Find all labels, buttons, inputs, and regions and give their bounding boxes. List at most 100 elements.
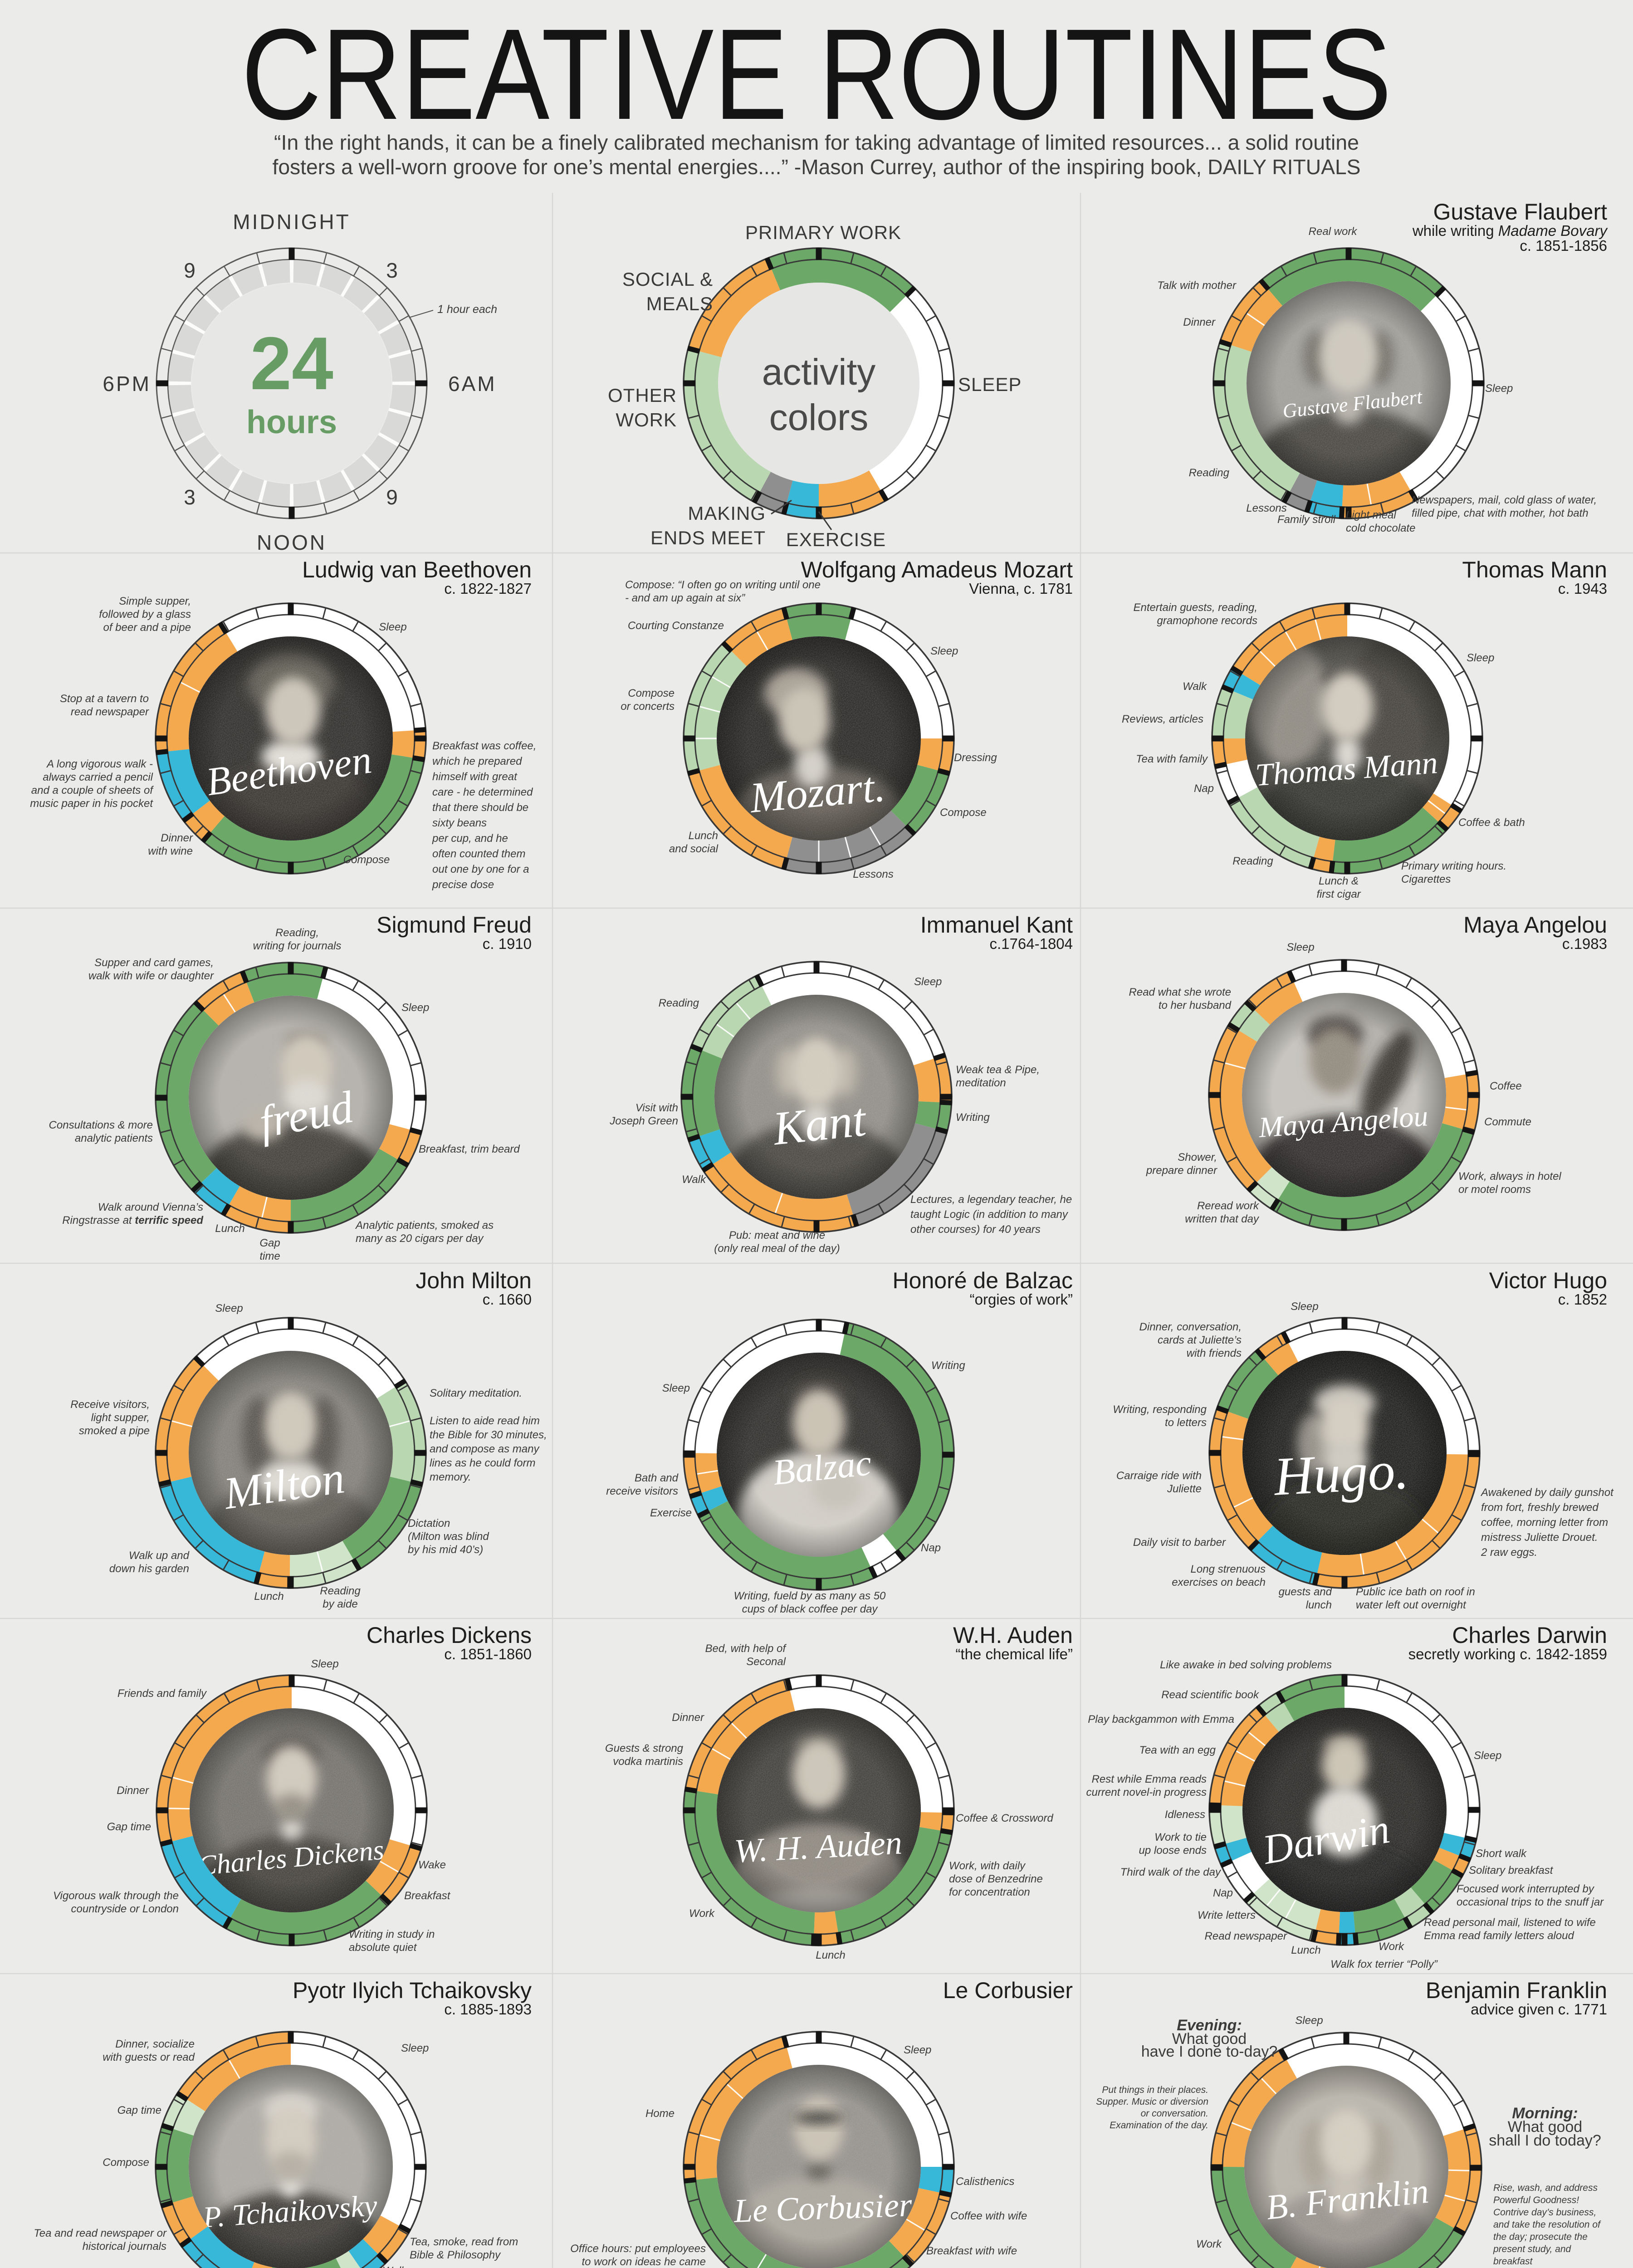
svg-text:9: 9 [386,485,400,509]
svg-text:Pyotr Ilyich Tchaikovsky: Pyotr Ilyich Tchaikovsky [293,1978,532,2003]
svg-text:cards at Juliette’s: cards at Juliette’s [1158,1334,1242,1346]
svg-text:Visit with: Visit with [636,1102,678,1114]
svg-text:W. H. Auden: W. H. Auden [733,1824,903,1870]
svg-text:Lunch &: Lunch & [1319,875,1359,887]
svg-text:Home: Home [645,2107,675,2120]
svg-text:Hugo.: Hugo. [1271,1439,1410,1506]
svg-text:Light meal: Light meal [1346,509,1396,521]
svg-text:countryside or London: countryside or London [71,1903,179,1915]
svg-text:Cigarettes: Cigarettes [1401,873,1451,885]
svg-text:3: 3 [184,485,197,509]
svg-text:written that day: written that day [1185,1213,1260,1225]
svg-text:Simple supper,: Simple supper, [119,595,191,607]
svg-text:to letters: to letters [1165,1417,1207,1429]
svg-text:precise dose: precise dose [432,879,494,891]
svg-text:Dinner: Dinner [117,1784,149,1797]
svg-text:Lunch: Lunch [816,1949,845,1961]
svg-text:Lunch: Lunch [254,1590,284,1603]
svg-text:breakfast: breakfast [1493,2256,1533,2267]
svg-text:“orgies of work”: “orgies of work” [970,1291,1073,1308]
svg-text:occasional trips to the snuff: occasional trips to the snuff jar [1457,1896,1604,1908]
svg-text:Work, with daily: Work, with daily [949,1860,1026,1872]
svg-text:Calisthenics: Calisthenics [956,2175,1014,2188]
svg-text:lines as he could form: lines as he could form [430,1457,535,1469]
svg-text:Sleep: Sleep [914,976,942,988]
svg-text:Long strenuous: Long strenuous [1191,1563,1266,1575]
svg-text:Sleep: Sleep [401,2042,429,2054]
svg-text:vodka martinis: vodka martinis [613,1755,683,1768]
svg-text:Sleep: Sleep [379,621,406,633]
svg-text:activity: activity [762,352,876,393]
svg-text:CREATIVE ROUTINES: CREATIVE ROUTINES [241,2,1392,147]
svg-text:Solitary breakfast: Solitary breakfast [1469,1864,1554,1877]
svg-text:Rest while Emma reads: Rest while Emma reads [1092,1773,1207,1785]
svg-text:Tea and read newspaper or: Tea and read newspaper or [34,2227,167,2239]
svg-text:Nap: Nap [1194,782,1214,795]
svg-text:1 hour each: 1 hour each [437,303,497,316]
svg-text:Gustave Flaubert: Gustave Flaubert [1433,199,1607,225]
svg-text:Coffee with wife: Coffee with wife [950,2210,1027,2222]
svg-text:Coffee & bath: Coffee & bath [1458,816,1525,829]
svg-text:Compose: Compose [628,687,675,699]
svg-text:shall I do today?: shall I do today? [1489,2132,1601,2149]
svg-text:Courting Constanze: Courting Constanze [628,620,724,632]
svg-text:sixty beans: sixty beans [432,817,487,829]
svg-text:“the chemical life”: “the chemical life” [955,1646,1073,1662]
svg-text:exercises on beach: exercises on beach [1172,1576,1266,1589]
svg-text:Charles Darwin: Charles Darwin [1452,1623,1607,1648]
svg-text:or conversation.: or conversation. [1141,2108,1208,2119]
svg-text:Joseph Green: Joseph Green [609,1115,678,1127]
svg-text:Le Corbusier: Le Corbusier [733,2186,913,2230]
svg-text:with friends: with friends [1187,1347,1242,1359]
svg-text:the Bible for 30 minutes,: the Bible for 30 minutes, [430,1429,547,1441]
svg-text:MIDNIGHT: MIDNIGHT [233,210,350,234]
svg-text:Like awake in bed solving prob: Like awake in bed solving problems [1160,1659,1332,1671]
svg-text:Carraige ride with: Carraige ride with [1116,1470,1202,1482]
svg-text:Put things in their places.: Put things in their places. [1102,2085,1208,2095]
svg-text:Compose: Compose [940,807,987,819]
svg-text:Talk with mother: Talk with mother [1157,279,1237,292]
svg-text:Walk: Walk [382,2265,407,2268]
svg-text:always carried a pencil: always carried a pencil [43,771,153,783]
svg-text:Walk up and: Walk up and [129,1549,190,1562]
svg-text:Gap: Gap [259,1237,280,1249]
svg-text:EXERCISE: EXERCISE [786,529,886,550]
svg-text:Le Corbusier: Le Corbusier [943,1978,1073,2003]
svg-text:Commute: Commute [1484,1116,1531,1128]
svg-text:Sleep: Sleep [1291,1300,1318,1313]
svg-text:Writing: Writing [956,1111,990,1124]
svg-text:“In the right hands, it can be: “In the right hands, it can be a finely … [274,131,1359,154]
svg-text:What good: What good [1172,2030,1247,2048]
svg-text:current novel-in progress: current novel-in progress [1086,1786,1207,1799]
svg-text:Wake: Wake [418,1859,446,1871]
svg-text:Lunch: Lunch [215,1222,244,1235]
svg-text:Walk: Walk [1183,680,1208,693]
svg-text:himself with great: himself with great [432,771,518,783]
svg-text:often counted them: often counted them [432,848,525,860]
svg-text:Sleep: Sleep [311,1658,338,1670]
svg-text:Charles Dickens: Charles Dickens [367,1623,532,1648]
svg-text:cups of black coffee per day: cups of black coffee per day [742,1603,879,1615]
svg-text:3: 3 [386,259,400,282]
svg-text:Daily visit to barber: Daily visit to barber [1133,1536,1226,1549]
svg-text:Dictation: Dictation [408,1517,450,1530]
svg-text:Nap: Nap [1213,1887,1233,1899]
svg-text:writing for journals: writing for journals [253,940,342,952]
svg-text:with wine: with wine [148,845,193,857]
svg-text:while writing Madame Bovary: while writing Madame Bovary [1412,222,1609,239]
svg-text:Examination of the day.: Examination of the day. [1110,2120,1208,2131]
svg-text:by aide: by aide [323,1598,357,1610]
svg-text:Benjamin Franklin: Benjamin Franklin [1426,1978,1607,2003]
svg-text:Walk around Vienna’s: Walk around Vienna’s [98,1201,203,1213]
svg-text:for concentration: for concentration [949,1886,1030,1898]
svg-text:mistress Juliette Drouet.: mistress Juliette Drouet. [1481,1531,1598,1544]
svg-text:Bed, with help of: Bed, with help of [705,1642,787,1655]
svg-text:Friends and family: Friends and family [117,1687,207,1700]
svg-text:Public ice bath on roof in: Public ice bath on roof in [1356,1586,1475,1598]
svg-text:coffee, morning letter from: coffee, morning letter from [1481,1516,1608,1529]
svg-text:Idleness: Idleness [1165,1809,1205,1821]
svg-text:per cup, and he: per cup, and he [432,832,508,845]
svg-text:c.1983: c.1983 [1562,935,1607,952]
svg-text:Wolfgang Amadeus Mozart: Wolfgang Amadeus Mozart [801,557,1073,582]
svg-text:hours: hours [246,404,337,440]
